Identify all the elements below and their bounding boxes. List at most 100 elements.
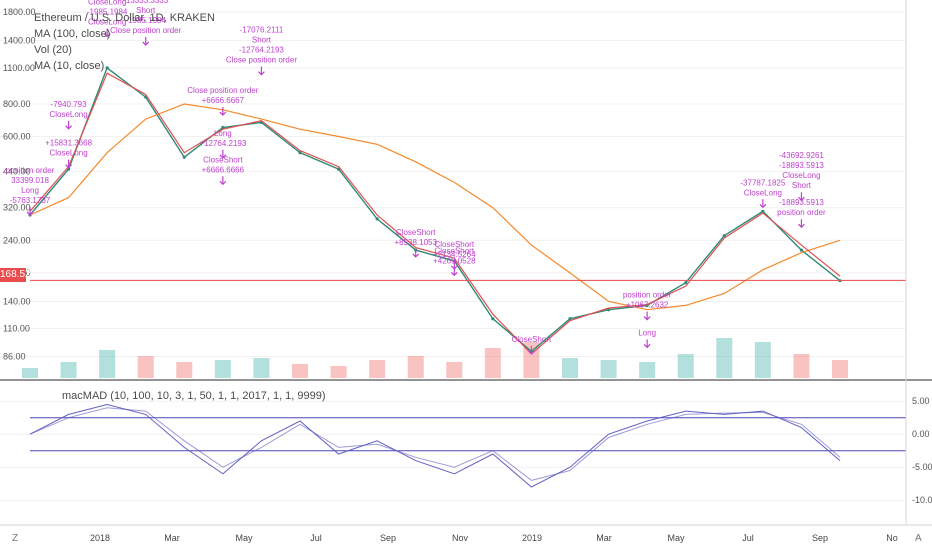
annotation-label: position order <box>777 208 826 217</box>
time-tick-label: Sep <box>380 533 396 543</box>
osc-tick-label: 0.00 <box>912 429 930 439</box>
price-pane[interactable]: 86.00110.00140.00180.00240.00320.00440.0… <box>0 0 906 380</box>
signal-arrow-icon <box>798 219 805 229</box>
price-point <box>799 248 804 252</box>
annotation-label: position order <box>623 291 672 300</box>
price-lines <box>28 66 842 355</box>
price-point <box>722 234 726 238</box>
trade-annotations: position order33399.018Long-5763.1737+15… <box>6 0 826 355</box>
volume-bar <box>716 338 733 378</box>
indicator-ma100[interactable]: MA (100, close) <box>34 28 111 40</box>
oscillator-pane[interactable]: 5.00 0.00 -5.00 -10.00 <box>0 396 932 505</box>
annotation-label: Long <box>638 328 656 337</box>
signal-arrow-icon <box>219 107 227 116</box>
annotation-label: +2134.5264 <box>433 250 476 259</box>
indicator-vol[interactable]: Vol (20) <box>34 44 72 56</box>
annotation-label: 33399.018 <box>11 176 49 185</box>
volume-bar <box>60 362 77 378</box>
annotation-label: +8538.1053 <box>394 238 437 247</box>
time-tick-label: May <box>235 533 253 543</box>
signal-arrow-icon <box>103 28 111 38</box>
price-series-line-1 <box>29 103 841 311</box>
annotation-label: Close position order <box>187 86 258 95</box>
price-tick-label: 110.00 <box>3 324 30 334</box>
volume-bar <box>754 342 771 378</box>
price-tick-label: 320.00 <box>3 203 31 213</box>
price-tick-label: 600.00 <box>3 132 31 142</box>
signal-arrow-icon <box>65 120 72 130</box>
volume-bar <box>253 358 270 378</box>
volume-bar <box>176 362 193 378</box>
price-tick-label: 440.00 <box>3 167 31 177</box>
annotation-label: CloseLong <box>782 171 820 180</box>
signal-arrow-icon <box>258 66 265 76</box>
symbol-title[interactable]: Ethereum / U.S. Dollar, 1D, KRAKEN <box>34 12 215 24</box>
volume-bar <box>484 348 501 378</box>
signal-arrow-icon <box>26 206 34 216</box>
annotation-label: -18893.5913 <box>779 198 824 207</box>
volume-bar <box>639 362 656 378</box>
price-series-line-0 <box>29 66 841 353</box>
annotation-label: CloseShort <box>396 228 436 237</box>
annotation-label: +6666.6667 <box>202 96 245 105</box>
volume-bar <box>407 356 424 378</box>
time-tick-label: 2018 <box>90 533 110 543</box>
price-tick-label: 1400.00 <box>3 36 36 46</box>
annotation-label: Short <box>792 181 812 190</box>
annotation-label: Long <box>21 186 39 195</box>
price-tick-label: 140.00 <box>3 296 31 306</box>
indicator-ma10[interactable]: MA (10, close) <box>34 60 105 72</box>
signal-arrow-icon <box>65 159 72 169</box>
time-tick-label: Sep <box>812 533 828 543</box>
price-tick-label: 800.00 <box>3 99 31 109</box>
osc-tick-label: -5.00 <box>912 462 932 472</box>
price-pane-bg <box>0 0 906 380</box>
signal-arrow-icon <box>412 248 420 258</box>
time-tick-label: Mar <box>164 533 180 543</box>
zoom-icon[interactable]: Z <box>12 533 18 544</box>
osc-series-line-1 <box>29 407 841 481</box>
time-tick-label: Nov <box>452 533 469 543</box>
annotation-label: Close position order <box>110 26 181 35</box>
annotation-label: -13333.3333 <box>123 0 168 5</box>
annotation-label: CloseShort <box>434 240 474 249</box>
price-point <box>221 125 225 130</box>
time-axis: 2018 Mar May Jul Sep Nov 2019 Mar May Jul Sep No <box>90 533 898 543</box>
osc-series-line-0 <box>29 403 841 488</box>
auto-scale-icon[interactable]: A <box>915 533 922 544</box>
signal-arrow-icon <box>643 311 651 321</box>
annotation-label: Close position order <box>226 56 297 65</box>
annotation-label: Short <box>136 6 156 15</box>
annotation-label: -12764.2193 <box>239 46 284 55</box>
price-tick-label: 1100.00 <box>3 63 35 73</box>
annotation-label: CloseLong <box>744 188 782 197</box>
time-tick-label: Jul <box>742 533 754 543</box>
volume-bar <box>369 360 386 378</box>
price-point <box>568 317 572 321</box>
annotation-label: +15831.3668 <box>45 139 92 148</box>
annotation-label: CloseShort <box>434 246 474 255</box>
volume-bar <box>214 360 231 378</box>
annotation-label: +4269.0528 <box>433 256 476 265</box>
annotation-label: CloseShort <box>203 155 243 164</box>
annotation-label: CloseLong <box>88 18 126 27</box>
price-point <box>375 217 379 221</box>
oscillator-title[interactable]: macMAD (10, 100, 10, 3, 1, 50, 1, 1, 201… <box>62 390 326 402</box>
price-point <box>491 317 495 321</box>
annotation-label: -1985.1984 <box>87 8 128 17</box>
annotation-label: CloseShort <box>512 335 552 344</box>
price-point <box>105 66 109 70</box>
price-grid <box>0 11 906 358</box>
volume-bar <box>793 354 810 378</box>
volume-bar <box>330 366 347 378</box>
price-tick-label: 240.00 <box>3 235 31 245</box>
annotation-label: CloseLong <box>49 110 87 119</box>
volume-bars <box>22 338 848 378</box>
price-point <box>298 151 302 155</box>
signal-arrow-icon <box>219 176 227 186</box>
time-tick-label: Mar <box>596 533 612 543</box>
annotation-label: -37787.1825 <box>740 178 785 187</box>
price-point <box>606 308 611 312</box>
time-tick-label: 2019 <box>522 533 542 543</box>
